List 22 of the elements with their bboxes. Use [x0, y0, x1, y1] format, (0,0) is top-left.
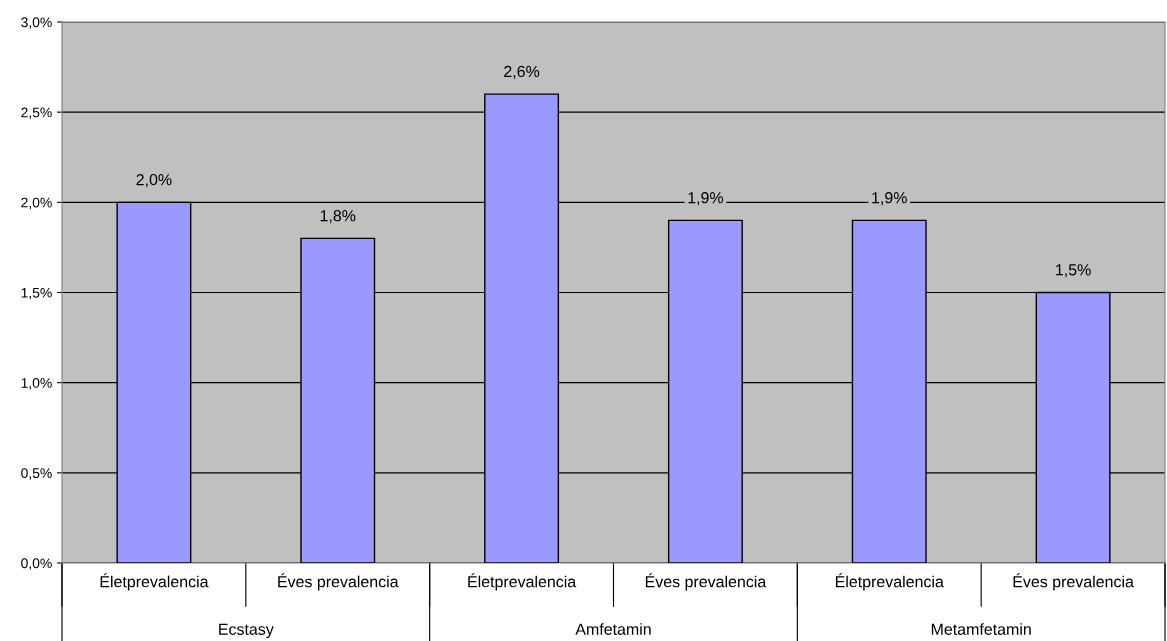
y-tick-label: 2,5%: [21, 107, 52, 119]
text: Ecstasy: [219, 623, 274, 639]
data-label: 1,5%: [1056, 264, 1091, 278]
y-tick-label: 3,0%: [21, 17, 52, 29]
x-tick-label: Életprevalencia: [468, 573, 577, 591]
y-tick-label: 1,5%: [21, 287, 52, 300]
x-tick-label: Éves prevalencia: [645, 573, 767, 591]
text: Metamfetamin: [931, 623, 1031, 635]
y-tick-label: 2,0%: [21, 197, 52, 210]
data-label: 1,9%: [688, 192, 724, 206]
y-tick-label: 0,5%: [21, 468, 52, 480]
text: Amfetamin: [575, 623, 651, 635]
y-tick-label: 0,0%: [21, 558, 52, 570]
data-label: 1,9%: [872, 192, 907, 206]
data-label: 2,6%: [504, 65, 540, 79]
x-tick-label: Éves prevalencia: [278, 573, 399, 591]
data-label: 1,8%: [320, 210, 356, 224]
x-tick-label: Életprevalencia: [100, 573, 209, 591]
data-label: 2,0%: [136, 173, 172, 188]
y-tick-label: 1,0%: [21, 378, 52, 390]
x-tick-label: Éves prevalencia: [1013, 573, 1134, 591]
x-tick-label: Életprevalencia: [835, 573, 944, 591]
